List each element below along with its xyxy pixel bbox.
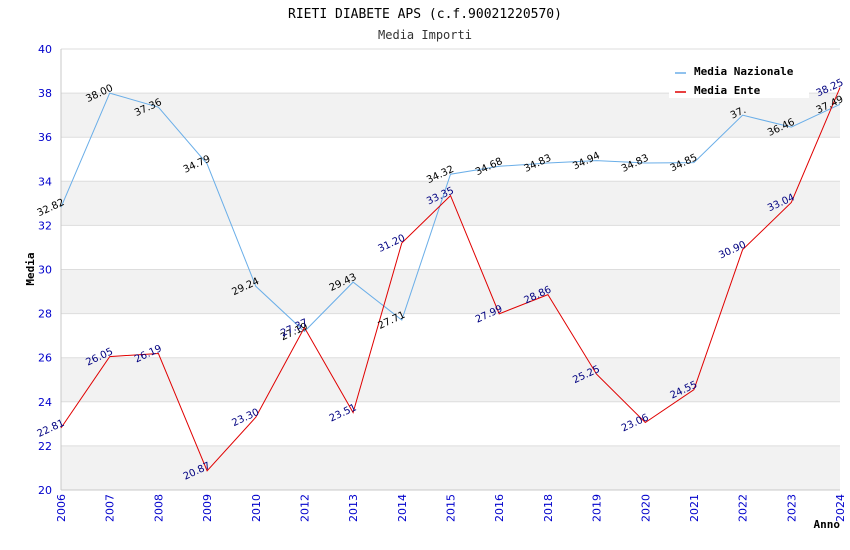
x-tick-label: 2007 xyxy=(104,494,117,522)
grid-band xyxy=(61,445,840,490)
x-tick-label: 2016 xyxy=(493,494,506,522)
x-tick-label: 2015 xyxy=(445,494,458,522)
grid-band xyxy=(61,357,840,402)
y-axis-label: Media xyxy=(24,252,37,285)
legend-label-media-nazionale: Media Nazionale xyxy=(694,65,794,78)
x-tick-label: 2012 xyxy=(298,494,311,522)
x-tick-label: 2006 xyxy=(55,494,68,522)
y-tick-label: 38 xyxy=(38,87,52,100)
x-tick-label: 2008 xyxy=(152,494,165,522)
series-lines xyxy=(60,87,841,472)
y-tick-label: 40 xyxy=(38,43,52,56)
x-tick-label: 2014 xyxy=(396,494,409,522)
grid-band xyxy=(61,181,840,226)
series-line-media-nazionale xyxy=(60,92,841,333)
grid-band xyxy=(61,93,840,138)
y-tick-label: 32 xyxy=(38,219,52,232)
x-tick-label: 2020 xyxy=(639,494,652,522)
x-tick-label: 2013 xyxy=(347,494,360,522)
x-tick-label: 2009 xyxy=(201,494,214,522)
y-tick-label: 34 xyxy=(38,175,52,188)
x-tick-label: 2018 xyxy=(542,494,555,522)
x-tick-label: 2019 xyxy=(591,494,604,522)
y-tick-label: 24 xyxy=(38,396,52,409)
y-tick-label: 28 xyxy=(38,308,52,321)
x-tick-label: 2024 xyxy=(834,494,847,522)
x-tick-labels: 2006 2007 2008 2009 2010 2012 2013 2014 2015 2016… xyxy=(55,494,847,522)
y-tick-label: 26 xyxy=(38,352,52,365)
x-tick-label: 2010 xyxy=(250,494,263,522)
axes xyxy=(60,49,840,491)
chart-subtitle: Media Importi xyxy=(378,28,472,42)
legend-label-media-ente: Media Ente xyxy=(694,84,761,97)
grid-band xyxy=(61,313,840,358)
x-tick-label: 2023 xyxy=(785,494,798,522)
y-tick-label: 30 xyxy=(38,264,52,277)
grid-band xyxy=(61,269,840,314)
chart-title: RIETI DIABETE APS (c.f.90021220570) xyxy=(288,7,562,22)
y-tick-label: 20 xyxy=(38,484,52,497)
legend-box xyxy=(669,60,809,98)
x-tick-label: 2022 xyxy=(737,494,750,522)
series-line-media-ente xyxy=(60,87,841,472)
x-axis-label: Anno xyxy=(814,518,841,531)
grid-band xyxy=(61,401,840,446)
x-tick-label: 2021 xyxy=(688,494,701,522)
legend: Media Nazionale Media Ente xyxy=(669,60,809,98)
y-tick-label: 36 xyxy=(38,131,52,144)
y-tick-labels: 20 22 24 26 28 30 32 34 36 38 40 xyxy=(38,43,52,497)
grid-band xyxy=(61,225,840,270)
y-tick-label: 22 xyxy=(38,440,52,453)
